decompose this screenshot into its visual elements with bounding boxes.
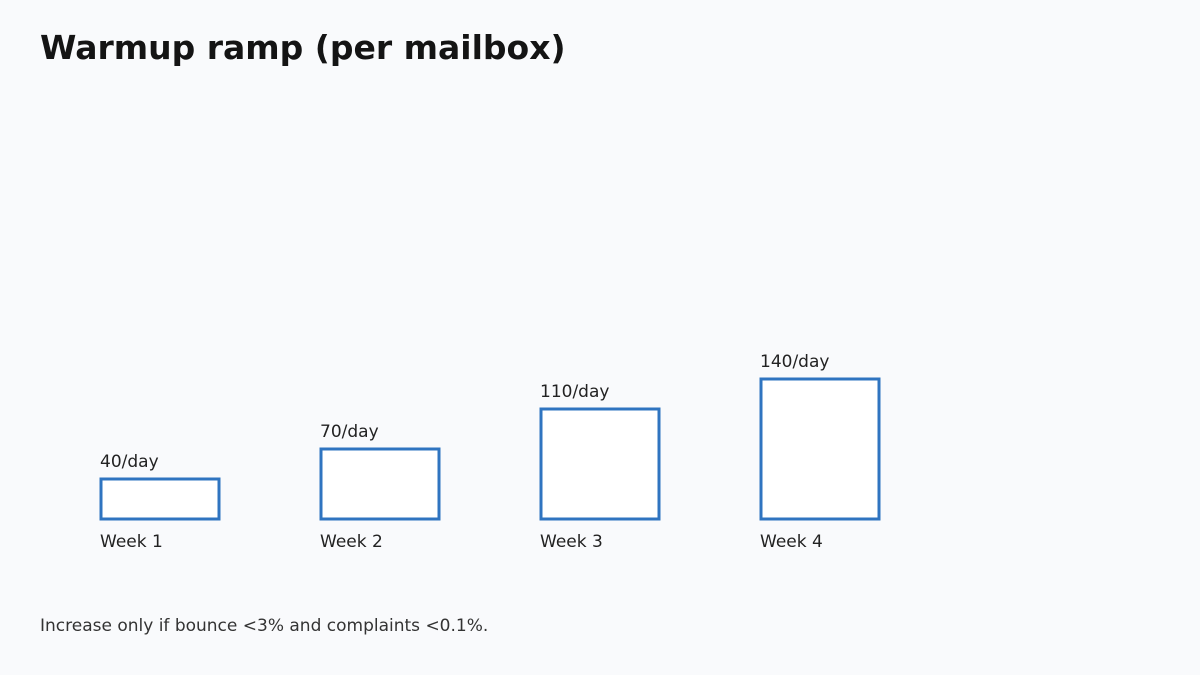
category-label-3: Week 3	[540, 532, 603, 552]
category-label-1: Week 1	[100, 532, 163, 552]
bar-chart: 40/day Week 1 70/day Week 2 110/day Week 3 140…	[99, 352, 881, 552]
value-label-1: 40/day	[100, 452, 159, 472]
bar-2	[319, 447, 441, 521]
bars-group: 40/day Week 1 70/day Week 2 110/day Week 3 140…	[99, 352, 881, 552]
bar-4	[759, 377, 881, 521]
value-label-2: 70/day	[320, 422, 379, 442]
value-label-3: 110/day	[540, 382, 609, 402]
category-label-2: Week 2	[320, 532, 383, 552]
value-label-4: 140/day	[760, 352, 829, 372]
chart-title: Warmup ramp (per mailbox)	[40, 28, 566, 67]
footnote: Increase only if bounce <3% and complain…	[40, 616, 489, 636]
category-label-4: Week 4	[760, 532, 823, 552]
bar-1	[99, 477, 221, 521]
bar-3	[539, 407, 661, 521]
